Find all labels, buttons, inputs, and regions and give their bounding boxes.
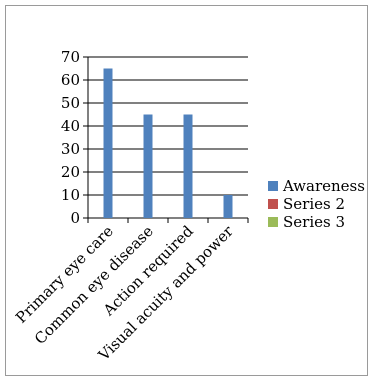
y-tick-label: 0 [70, 209, 80, 227]
bars [103, 68, 233, 218]
bar [223, 195, 233, 218]
bar [103, 68, 113, 218]
legend-label: Series 3 [283, 213, 345, 231]
y-tick-label: 10 [61, 186, 80, 204]
legend-label: Awareness [282, 177, 365, 195]
legend-swatch [268, 181, 278, 191]
bar [183, 114, 193, 218]
bar [143, 114, 153, 218]
legend-swatch [268, 217, 278, 227]
legend-swatch [268, 199, 278, 209]
y-tick-label: 30 [61, 140, 80, 158]
y-tick-label: 40 [61, 117, 80, 135]
legend-label: Series 2 [283, 195, 345, 213]
y-tick-label: 70 [61, 48, 80, 66]
y-tick-label: 60 [61, 71, 80, 89]
y-axis: 0 10 20 30 40 50 60 70 [61, 48, 249, 227]
y-tick-label: 50 [61, 94, 80, 112]
y-tick-label: 20 [61, 163, 80, 181]
